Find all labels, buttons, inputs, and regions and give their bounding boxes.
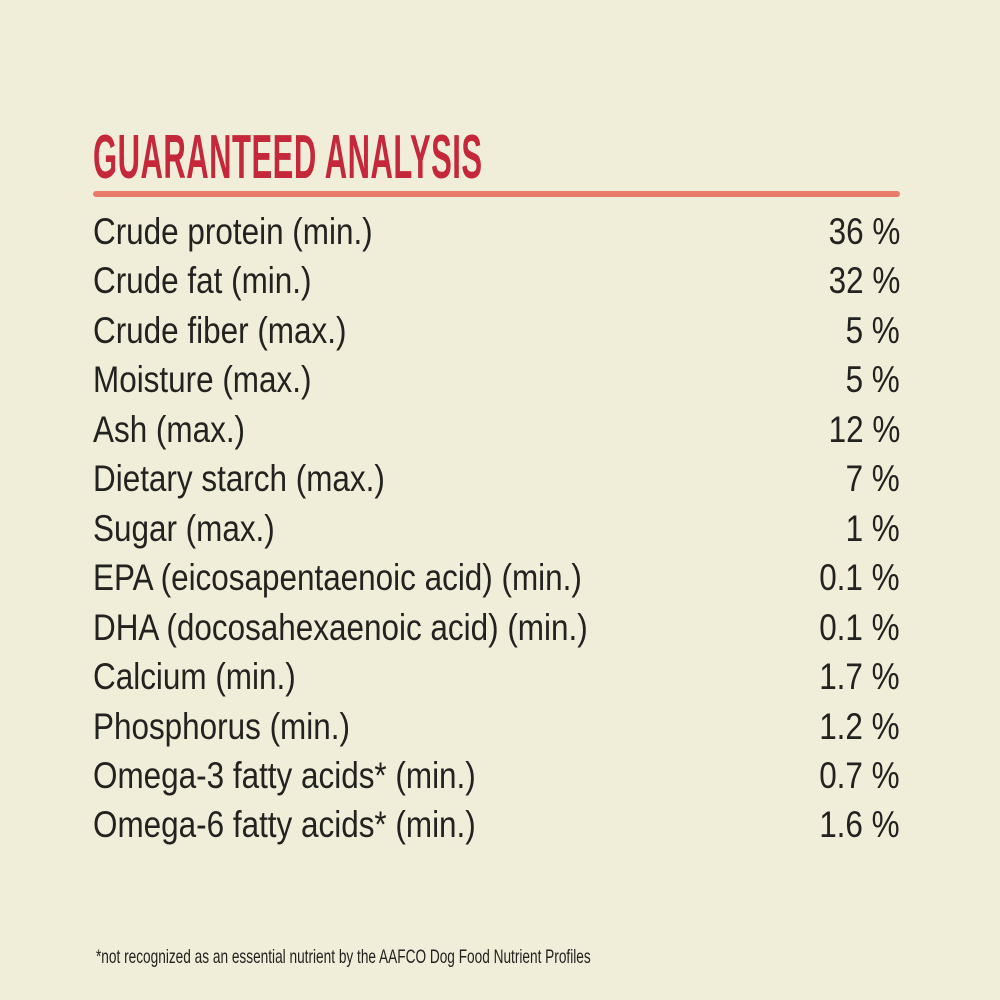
nutrient-label: Calcium (min.) — [93, 656, 296, 698]
nutrient-label: Sugar (max.) — [93, 507, 275, 549]
nutrient-label: Crude fat (min.) — [93, 260, 312, 302]
nutrient-row: Omega-3 fatty acids* (min.) 0.7 % — [93, 751, 900, 800]
nutrient-label: Crude fiber (max.) — [93, 309, 347, 351]
nutrient-value: 12 % — [828, 408, 900, 450]
nutrient-row: DHA (docosahexaenoic acid) (min.) 0.1 % — [93, 603, 900, 652]
nutrient-row: Calcium (min.) 1.7 % — [93, 652, 900, 701]
analysis-table: Crude protein (min.) 36 % Crude fat (min… — [93, 207, 900, 850]
nutrient-row: Crude fiber (max.) 5 % — [93, 306, 900, 355]
nutrient-value: 0.1 % — [819, 557, 900, 599]
nutrient-value: 7 % — [845, 458, 900, 500]
page-title: GUARANTEED ANALYSIS — [93, 123, 483, 192]
nutrient-label: Crude protein (min.) — [93, 211, 373, 252]
nutrient-value: 0.1 % — [819, 606, 900, 648]
nutrient-value: 5 % — [845, 359, 900, 401]
nutrient-label: EPA (eicosapentaenoic acid) (min.) — [93, 557, 582, 599]
footnote: *not recognized as an essential nutrient… — [96, 946, 591, 968]
nutrient-value: 0.7 % — [819, 754, 900, 796]
nutrient-value: 36 % — [828, 211, 900, 252]
nutrient-row: Crude fat (min.) 32 % — [93, 256, 900, 305]
nutrient-row: Sugar (max.) 1 % — [93, 504, 900, 553]
nutrient-label: Phosphorus (min.) — [93, 705, 350, 747]
nutrient-row: EPA (eicosapentaenoic acid) (min.) 0.1 % — [93, 553, 900, 602]
nutrient-row: Moisture (max.) 5 % — [93, 355, 900, 404]
nutrient-value: 1 % — [845, 507, 900, 549]
nutrient-value: 32 % — [828, 260, 900, 302]
nutrient-label: Omega-6 fatty acids* (min.) — [93, 804, 476, 846]
nutrient-row: Omega-6 fatty acids* (min.) 1.6 % — [93, 800, 900, 849]
nutrient-label: Omega-3 fatty acids* (min.) — [93, 754, 476, 796]
nutrient-row: Phosphorus (min.) 1.2 % — [93, 702, 900, 751]
nutrient-label: DHA (docosahexaenoic acid) (min.) — [93, 606, 588, 648]
nutrient-value: 1.6 % — [819, 804, 900, 846]
nutrient-label: Moisture (max.) — [93, 359, 312, 401]
nutrient-label: Dietary starch (max.) — [93, 458, 385, 500]
nutrient-value: 1.7 % — [819, 656, 900, 698]
nutrient-label: Ash (max.) — [93, 408, 246, 450]
title-divider — [93, 191, 900, 197]
nutrient-row: Dietary starch (max.) 7 % — [93, 454, 900, 503]
nutrient-row: Ash (max.) 12 % — [93, 405, 900, 454]
nutrient-value: 1.2 % — [819, 705, 900, 747]
nutrient-row: Crude protein (min.) 36 % — [93, 207, 900, 256]
nutrient-value: 5 % — [845, 309, 900, 351]
